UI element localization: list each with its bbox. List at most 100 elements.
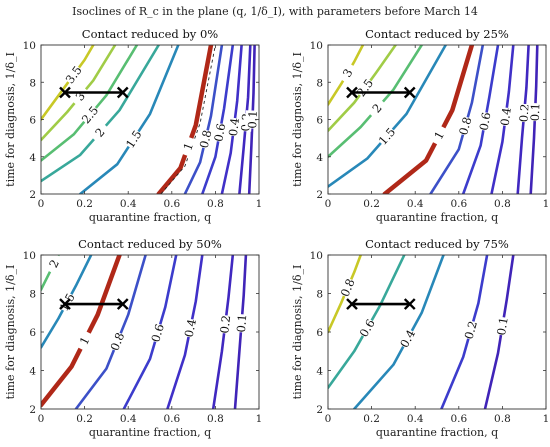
x-tick-label: 1: [543, 198, 550, 210]
x-axis-label: quarantine fraction, q: [89, 426, 211, 439]
svg-text:1.5: 1.5: [123, 128, 145, 151]
svg-text:0.6: 0.6: [148, 322, 167, 344]
x-tick-label: 0.4: [120, 198, 137, 210]
x-tick-label: 0.6: [163, 198, 180, 210]
svg-text:0.8: 0.8: [456, 115, 474, 136]
x-marker: [116, 86, 129, 99]
y-axis-label: time for diagnosis, 1/δ_I: [291, 265, 304, 400]
panel-title: Contact reduced by 75%: [365, 237, 509, 251]
svg-text:0.1: 0.1: [494, 316, 511, 336]
x-tick-label: 1: [543, 413, 550, 425]
y-tick-label: 6: [29, 327, 36, 339]
contour-0.8: [429, 45, 485, 194]
contour-label: 0.8: [107, 330, 127, 352]
contour-label: 1: [74, 329, 95, 352]
contour-label: 2.5: [354, 76, 376, 99]
x-tick-label: 0.8: [207, 413, 224, 425]
contour-1: [382, 45, 475, 194]
svg-text:0.4: 0.4: [182, 318, 199, 339]
axes-box: [327, 44, 547, 195]
contour-label: 0.8: [338, 277, 358, 299]
contour-label: 1: [428, 124, 449, 147]
y-tick-label: 8: [29, 289, 36, 301]
svg-text:0.1: 0.1: [234, 314, 249, 333]
y-tick-label: 4: [316, 152, 323, 164]
x-marker: [346, 298, 358, 310]
x-tick-label: 0.4: [407, 413, 424, 425]
svg-text:2.5: 2.5: [354, 76, 376, 99]
contours: 3.532.521.510.80.60.40.20.1: [41, 45, 260, 194]
x-tick-label: 0.6: [450, 413, 467, 425]
panels: Contact reduced by 0%3.532.52 1.5 1 0.80.60…: [4, 27, 549, 439]
contour-label: 0.6: [211, 122, 228, 142]
x-tick-label: 0.8: [494, 413, 511, 425]
svg-text:0.8: 0.8: [107, 330, 127, 352]
y-tick-label: 4: [29, 152, 36, 164]
y-tick-label: 10: [23, 250, 36, 262]
y-tick-label: 2: [316, 404, 323, 416]
y-tick-label: 10: [310, 250, 323, 262]
svg-text:0.6: 0.6: [476, 111, 493, 131]
x-axis-label: quarantine fraction, q: [376, 426, 498, 439]
x-tick-label: 0.4: [407, 198, 424, 210]
contour-label: 0.4: [498, 107, 514, 127]
x-marker: [59, 298, 71, 310]
contour-label: 0.6: [357, 317, 378, 340]
contour-1: [156, 45, 214, 194]
x-marker: [116, 298, 129, 310]
x-marker: [403, 86, 416, 99]
dashed-contour: [160, 45, 216, 194]
figure-title: Isoclines of R_c in the plane (q, 1/δ_I)…: [72, 5, 478, 18]
svg-text:0.1: 0.1: [528, 103, 543, 122]
svg-text:0.1: 0.1: [245, 110, 260, 129]
y-tick-label: 8: [316, 289, 323, 301]
panel-2: Contact reduced by 25%32.521.5 1 0.8 0.6 0.4…: [291, 27, 549, 224]
x-tick-label: 0.8: [494, 198, 511, 210]
y-tick-label: 6: [316, 327, 323, 339]
contour-label: 0.1: [234, 314, 249, 333]
svg-text:0.6: 0.6: [211, 122, 228, 142]
x-axis-label: quarantine fraction, q: [376, 211, 498, 224]
x-tick-label: 0.2: [76, 198, 93, 210]
contour-0.8: [183, 45, 224, 194]
contours: 32.521.5 1 0.8 0.6 0.4 0.20.1: [328, 45, 542, 194]
contour-label: 1: [178, 135, 197, 157]
x-tick-label: 0.2: [363, 413, 380, 425]
y-tick-label: 4: [29, 366, 36, 378]
y-tick-label: 2: [316, 189, 323, 201]
svg-text:0.4: 0.4: [226, 117, 242, 137]
y-tick-label: 6: [316, 115, 323, 127]
x-marker: [59, 86, 71, 99]
contour-label: 0.4: [397, 327, 418, 350]
svg-text:0.4: 0.4: [397, 327, 418, 350]
contour-label: 0.6: [148, 322, 167, 344]
contour-label: 2: [43, 255, 64, 275]
contour-label: 0.4: [226, 117, 242, 137]
y-tick-label: 8: [316, 77, 323, 89]
y-tick-label: 2: [29, 404, 36, 416]
panel-title: Contact reduced by 25%: [365, 27, 509, 41]
contour-label: 3.5: [63, 63, 85, 86]
x-tick-label: 0.2: [76, 413, 93, 425]
panel-4: Contact reduced by 75% 0.8 0.6 0.4 0.2 0.1 0 0.…: [291, 237, 549, 439]
y-axis-label: time for diagnosis, 1/δ_I: [291, 52, 304, 187]
contour-label: 1.5: [123, 128, 145, 151]
panel-title: Contact reduced by 0%: [82, 27, 218, 41]
y-tick-label: 10: [23, 40, 36, 52]
svg-text:0.8: 0.8: [338, 277, 358, 299]
contour-label: 2: [365, 96, 388, 120]
contour-label: 3: [337, 61, 358, 84]
y-tick-label: 2: [29, 189, 36, 201]
svg-text:0.4: 0.4: [498, 107, 514, 127]
contour-label: 0.4: [182, 318, 199, 339]
x-tick-label: 1: [256, 413, 263, 425]
y-axis-label: time for diagnosis, 1/δ_I: [4, 265, 17, 400]
y-tick-label: 8: [29, 77, 36, 89]
y-axis-label: time for diagnosis, 1/δ_I: [4, 52, 17, 187]
contour-label: 0.8: [456, 115, 474, 136]
contour-label: 0.6: [476, 111, 493, 131]
x-tick-label: 0.6: [450, 198, 467, 210]
x-tick-label: 1: [256, 198, 263, 210]
x-tick-label: 0: [38, 198, 45, 210]
